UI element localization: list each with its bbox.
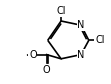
Text: O: O bbox=[43, 65, 50, 75]
Text: Cl: Cl bbox=[95, 35, 105, 45]
Text: Cl: Cl bbox=[56, 6, 66, 16]
Text: N: N bbox=[77, 50, 85, 60]
Text: N: N bbox=[77, 20, 85, 30]
Text: O: O bbox=[29, 50, 37, 60]
